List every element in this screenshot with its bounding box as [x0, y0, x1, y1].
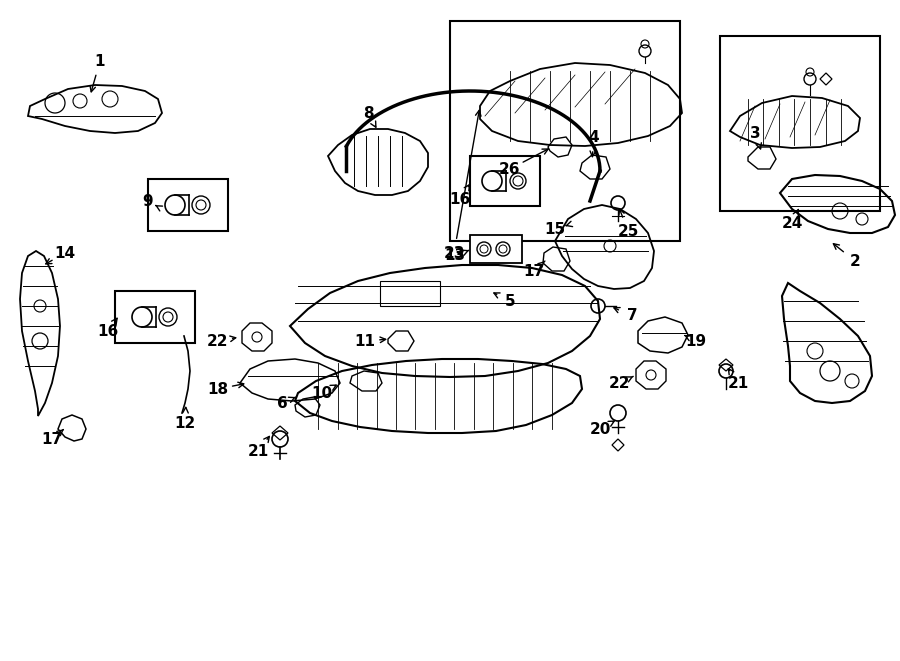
Text: 17: 17 — [524, 264, 544, 278]
Bar — [720, 36, 880, 211]
Text: 18: 18 — [207, 381, 229, 397]
Text: 10: 10 — [311, 385, 333, 401]
Bar — [148, 179, 228, 231]
Text: 20: 20 — [590, 422, 611, 436]
Text: 12: 12 — [175, 416, 195, 430]
Text: 14: 14 — [54, 245, 76, 260]
Text: 16: 16 — [97, 323, 119, 338]
Text: 1: 1 — [94, 54, 105, 69]
Text: 17: 17 — [41, 432, 63, 446]
Text: 4: 4 — [589, 130, 599, 145]
Text: 8: 8 — [363, 106, 374, 120]
Text: 7: 7 — [626, 309, 637, 323]
Text: 22: 22 — [207, 334, 229, 348]
Bar — [450, 21, 680, 241]
Text: 15: 15 — [544, 221, 565, 237]
Text: 26: 26 — [500, 161, 521, 176]
Text: 22: 22 — [609, 375, 631, 391]
Text: 16: 16 — [449, 192, 471, 206]
Text: 21: 21 — [248, 444, 268, 459]
Text: 25: 25 — [617, 223, 639, 239]
Text: 21: 21 — [727, 375, 749, 391]
Bar — [380, 281, 440, 306]
Text: 5: 5 — [505, 293, 516, 309]
Text: 9: 9 — [143, 194, 153, 208]
Bar — [470, 156, 540, 206]
Text: 3: 3 — [750, 126, 760, 141]
Text: 11: 11 — [355, 334, 375, 348]
Text: 19: 19 — [686, 334, 706, 348]
Text: 24: 24 — [781, 215, 803, 231]
Text: 13: 13 — [445, 249, 465, 264]
Text: 23: 23 — [444, 245, 464, 260]
Bar — [470, 235, 522, 263]
Bar — [115, 291, 195, 343]
Text: 2: 2 — [850, 254, 860, 268]
Text: 6: 6 — [276, 395, 287, 410]
